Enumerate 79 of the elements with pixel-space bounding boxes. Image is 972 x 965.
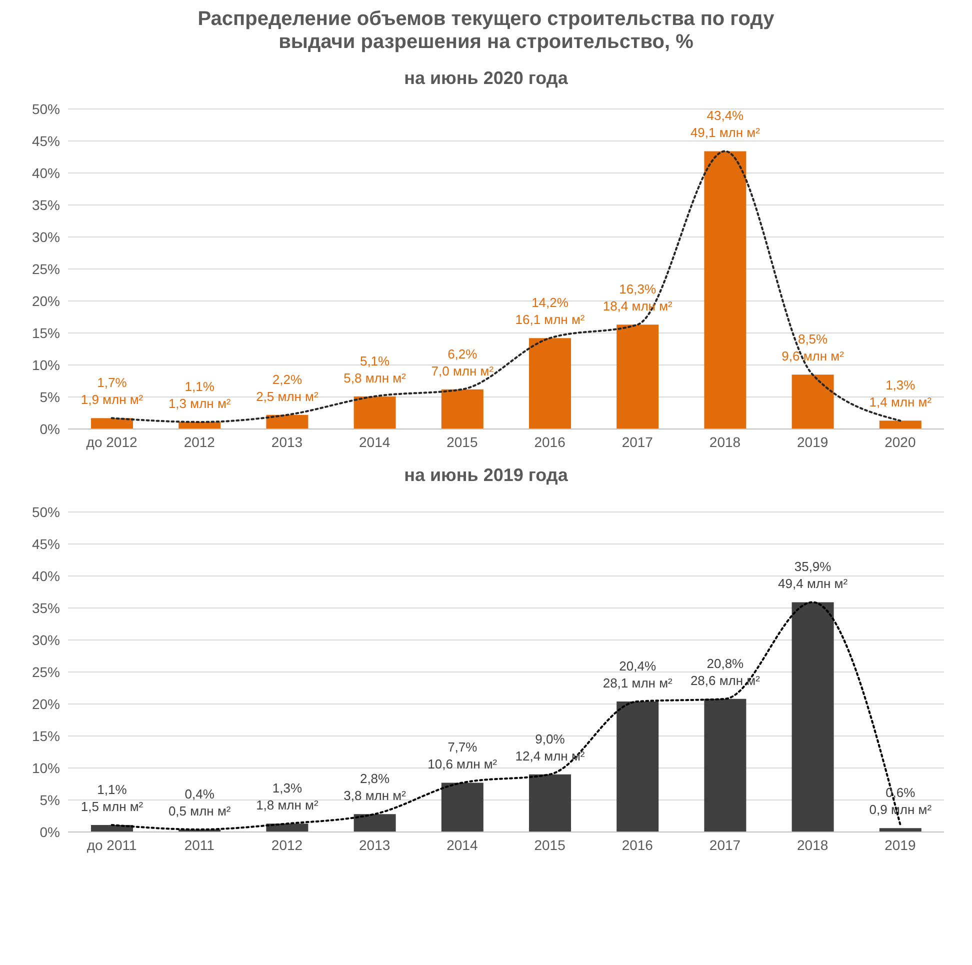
y-tick-label: 20% xyxy=(32,696,60,712)
x-tick-label: 2017 xyxy=(622,434,654,450)
y-tick-label: 30% xyxy=(32,228,60,245)
y-tick-label: 35% xyxy=(32,196,60,213)
data-label: 20,4% 28,1 млн м² xyxy=(602,658,674,690)
y-tick-label: 40% xyxy=(32,568,60,584)
data-label: 0,6% 0,9 млн м² xyxy=(869,785,932,818)
chart-subtitle: на июнь 2020 года xyxy=(403,68,569,89)
x-tick-label: 2018 xyxy=(797,836,828,853)
data-label: 7,7% 10,6 млн м² xyxy=(428,740,498,772)
x-tick-label: 2016 xyxy=(622,836,654,853)
bar xyxy=(354,396,396,429)
data-label: 1,7% 1,9 млн м² xyxy=(80,375,144,408)
x-tick-label: 2017 xyxy=(709,836,741,853)
bar xyxy=(354,814,396,832)
y-tick-label: 50% xyxy=(32,100,60,117)
bar xyxy=(441,782,484,832)
x-tick-label: 2016 xyxy=(534,434,566,450)
y-tick-label: 25% xyxy=(32,260,60,277)
y-tick-label: 15% xyxy=(32,728,60,744)
data-label: 6,2% 7,0 млн м² xyxy=(431,346,494,378)
x-tick-label: 2019 xyxy=(797,434,828,450)
x-tick-label: 2013 xyxy=(359,836,390,853)
y-tick-label: 30% xyxy=(32,632,60,648)
bar xyxy=(529,774,571,832)
bar xyxy=(616,324,659,429)
x-tick-label: 2014 xyxy=(446,836,478,853)
data-label: 20,8% 28,6 млн м² xyxy=(690,656,761,688)
data-label: 2,8% 3,8 млн м² xyxy=(344,771,407,804)
y-tick-label: 5% xyxy=(40,388,60,405)
bar xyxy=(266,414,308,429)
bar xyxy=(529,338,571,429)
x-tick-label: 2015 xyxy=(446,434,478,450)
y-tick-label: 15% xyxy=(32,324,60,341)
x-tick-label: до 2012 xyxy=(86,434,138,450)
y-tick-label: 0% xyxy=(40,420,60,437)
bar xyxy=(704,151,746,429)
bar xyxy=(704,698,746,832)
y-tick-label: 45% xyxy=(32,536,60,552)
y-tick-label: 10% xyxy=(32,356,60,373)
y-tick-label: 25% xyxy=(32,664,60,680)
x-tick-label: до 2011 xyxy=(86,836,137,853)
x-tick-label: 2014 xyxy=(359,434,390,450)
chart-title: на июнь 2019 года xyxy=(403,465,569,486)
data-label: 8,5% 9,6 млн м² xyxy=(782,332,845,364)
y-tick-label: 40% xyxy=(32,164,60,181)
data-label: 1,1% 1,5 млн м² xyxy=(80,782,144,814)
x-tick-label: 2019 xyxy=(884,836,916,853)
x-tick-label: 2013 xyxy=(271,434,303,450)
data-label: 1,3% 1,8 млн м² xyxy=(256,780,319,813)
bar xyxy=(879,420,922,429)
bar xyxy=(441,389,484,429)
bar xyxy=(792,374,834,429)
bar xyxy=(792,602,834,832)
bar xyxy=(879,828,922,832)
x-tick-label: 2020 xyxy=(884,434,916,450)
bar xyxy=(616,701,659,832)
y-tick-label: 5% xyxy=(40,792,60,808)
bar xyxy=(91,418,133,429)
data-label: 0,4% 0,5 млн м² xyxy=(168,786,232,818)
data-label: 43,4% 49,1 млн м² xyxy=(690,108,761,140)
data-label: 1,3% 1,4 млн м² xyxy=(869,378,932,410)
x-tick-label: 2018 xyxy=(709,434,741,450)
y-tick-label: 10% xyxy=(32,760,60,776)
y-tick-label: 50% xyxy=(32,504,60,520)
data-label: 35,9% 49,4 млн м² xyxy=(778,559,848,592)
data-label: 5,1% 5,8 млн м² xyxy=(344,353,407,386)
x-tick-label: 2012 xyxy=(184,434,216,450)
data-label: 1,1% 1,3 млн м² xyxy=(168,378,232,411)
x-tick-label: 2015 xyxy=(534,836,566,853)
y-tick-label: 35% xyxy=(32,600,60,616)
y-tick-label: 45% xyxy=(32,132,60,149)
data-label: 14,2% 16,1 млн м² xyxy=(515,295,586,328)
x-tick-label: 2011 xyxy=(184,836,215,853)
chart-title: Распределение объемов текущего строительства по году выдачи разрешения на строительство, % xyxy=(196,8,776,54)
data-label: 2,2% 2,5 млн м² xyxy=(256,372,319,404)
x-tick-label: 2012 xyxy=(271,836,303,853)
y-tick-label: 0% xyxy=(40,824,60,840)
y-tick-label: 20% xyxy=(32,292,60,309)
